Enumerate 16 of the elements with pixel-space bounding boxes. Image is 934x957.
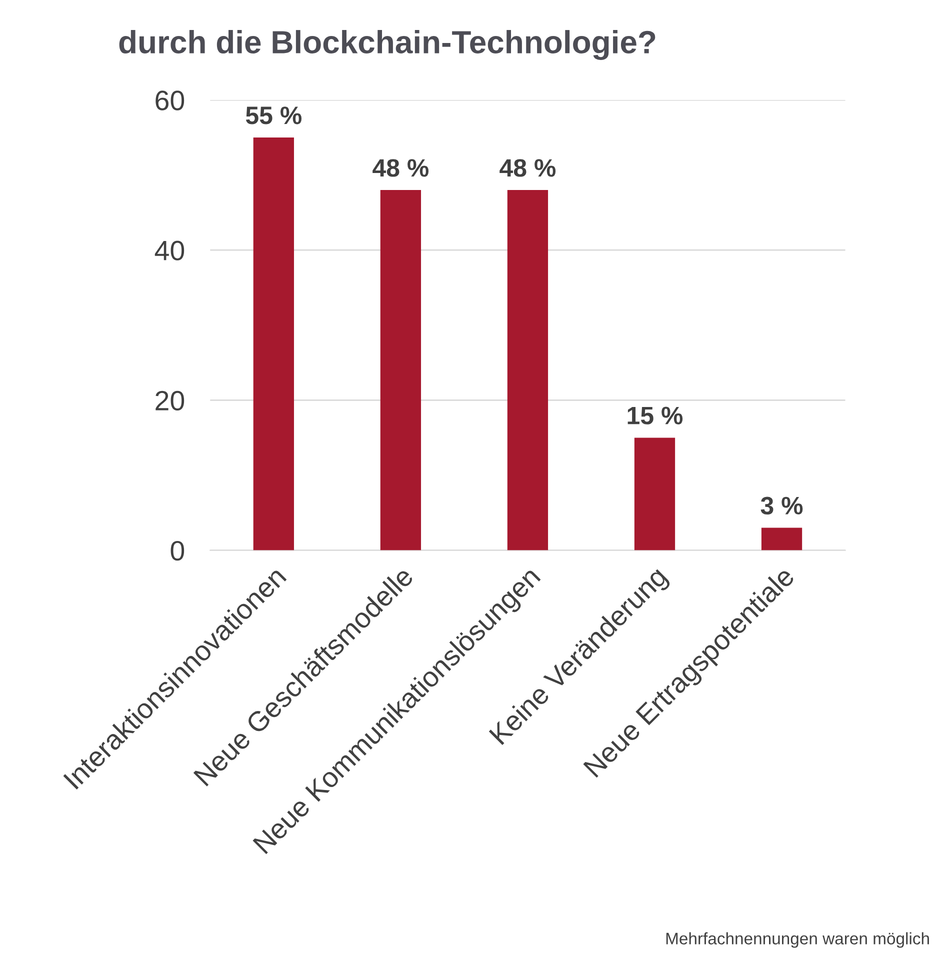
y-tick-label: 0 (170, 540, 184, 561)
chart-title: durch die Blockchain-Technologie? (119, 30, 656, 60)
data-label: 3 % (760, 496, 803, 515)
bar (761, 528, 802, 550)
y-tick-label: 20 (156, 390, 184, 411)
bar (507, 190, 548, 550)
data-label: 48 % (372, 159, 429, 177)
data-label: 55 % (246, 106, 302, 124)
bar (253, 138, 294, 550)
data-label: 15 % (628, 406, 683, 424)
data-label: 48 % (500, 159, 556, 177)
y-tick-label: 60 (156, 90, 184, 110)
bar (634, 438, 676, 550)
y-tick-label: 40 (154, 240, 184, 260)
bar (380, 190, 422, 550)
text: Mehrfachnennungen waren möglich (666, 932, 929, 948)
